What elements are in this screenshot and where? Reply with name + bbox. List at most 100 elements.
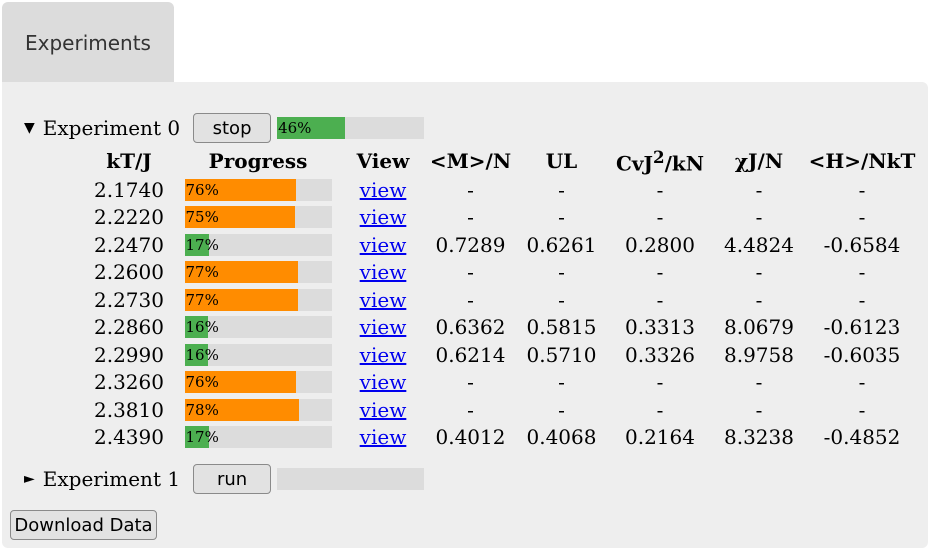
chi-cell: -: [755, 205, 763, 230]
ul-cell: -: [558, 260, 565, 285]
experiment-1-progress: [277, 468, 425, 490]
kt-cell: 2.2470: [94, 232, 164, 257]
view-link[interactable]: view: [359, 205, 407, 230]
row-progress-label: 16%: [185, 345, 219, 364]
experiment-0-toggle[interactable]: ▼ Experiment 0: [24, 116, 180, 140]
row-progress-bar: 17%: [184, 426, 332, 449]
row-progress-bar: 77%: [184, 261, 332, 284]
row-progress-label: 76%: [185, 180, 219, 199]
experiment-1-label: Experiment 1: [42, 467, 181, 491]
chi-cell: 8.3238: [724, 425, 794, 450]
view-link[interactable]: view: [359, 315, 407, 340]
view-link[interactable]: view: [359, 425, 407, 450]
column-header-ul: UL: [545, 149, 578, 173]
progress-cell: 78%: [178, 396, 338, 424]
view-link[interactable]: view: [359, 260, 407, 285]
view-link[interactable]: view: [359, 287, 407, 312]
view-cell: view: [338, 259, 428, 287]
results-table: kT/J Progress View <M>/N UL CvJ2/kN χJ/N…: [80, 146, 916, 451]
table-row: 2.3260 76% view - - - - -: [80, 369, 916, 397]
h-cell: -0.6035: [823, 342, 901, 367]
experiment-1-toggle[interactable]: ► Experiment 1: [24, 467, 180, 491]
view-link[interactable]: view: [359, 177, 407, 202]
kt-cell: 2.2860: [94, 315, 164, 340]
view-cell: view: [338, 424, 428, 452]
progress-cell: 17%: [178, 231, 338, 259]
column-header-cv: CvJ2/kN: [610, 146, 710, 176]
column-header-kt: kT/J: [106, 149, 152, 173]
m-cell: 0.7289: [435, 232, 506, 257]
row-progress-fill: [184, 316, 209, 339]
view-cell: view: [338, 396, 428, 424]
stop-button[interactable]: stop: [193, 113, 272, 143]
kt-cell: 2.2990: [94, 342, 164, 367]
row-progress-fill: [184, 178, 297, 201]
chi-cell: -: [755, 177, 763, 202]
table-header-row: kT/J Progress View <M>/N UL CvJ2/kN χJ/N…: [80, 146, 916, 176]
row-progress-label: 16%: [185, 318, 219, 337]
cv-cell: 0.3313: [625, 315, 695, 340]
row-progress-fill: [184, 398, 300, 421]
experiment-1-header: ► Experiment 1 run: [24, 464, 425, 494]
row-progress-fill: [184, 261, 298, 284]
run-button[interactable]: run: [193, 464, 272, 494]
chi-cell: -: [755, 370, 763, 395]
tab-experiments[interactable]: Experiments: [2, 2, 174, 84]
column-header-chi: χJ/N: [734, 149, 784, 173]
chi-cell: -: [755, 260, 763, 285]
triangle-down-icon: ▼: [24, 120, 35, 136]
progress-cell: 75%: [178, 204, 338, 232]
row-progress-bar: 77%: [184, 288, 332, 311]
row-progress-label: 77%: [185, 290, 219, 309]
progress-cell: 77%: [178, 259, 338, 287]
kt-cell: 2.2220: [94, 205, 164, 230]
row-progress-bar: 75%: [184, 206, 332, 229]
kt-cell: 2.3260: [94, 370, 164, 395]
h-cell: -0.6584: [823, 232, 901, 257]
h-cell: -: [858, 287, 866, 312]
table-row: 2.2470 17% view 0.7289 0.6261 0.2800 4.4824 -0.…: [80, 231, 916, 259]
ul-cell: -: [558, 287, 565, 312]
cv-cell: 0.2800: [625, 232, 695, 257]
experiment-0-progress-label: 46%: [278, 119, 312, 137]
ul-cell: -: [558, 370, 565, 395]
kt-cell: 2.1740: [94, 177, 164, 202]
m-cell: -: [467, 260, 474, 285]
download-data-button[interactable]: Download Data: [10, 510, 157, 540]
ul-cell: 0.5815: [526, 315, 597, 340]
row-progress-label: 77%: [185, 263, 219, 282]
progress-cell: 16%: [178, 341, 338, 369]
row-progress-fill: [184, 371, 297, 394]
progress-cell: 16%: [178, 314, 338, 342]
view-cell: view: [338, 314, 428, 342]
m-cell: -: [467, 177, 474, 202]
row-progress-fill: [184, 343, 209, 366]
tab-label: Experiments: [25, 31, 151, 55]
m-cell: -: [467, 205, 474, 230]
m-cell: 0.6362: [435, 315, 506, 340]
view-cell: view: [338, 231, 428, 259]
ul-cell: -: [558, 397, 565, 422]
progress-cell: 76%: [178, 176, 338, 204]
row-progress-fill: [184, 426, 210, 449]
ul-cell: 0.5710: [526, 342, 597, 367]
m-cell: 0.6214: [435, 342, 506, 367]
row-progress-bar: 76%: [184, 371, 332, 394]
ul-cell: 0.6261: [526, 232, 597, 257]
table-row: 2.2990 16% view 0.6214 0.5710 0.3326 8.9758 -0.…: [80, 341, 916, 369]
m-cell: -: [467, 370, 474, 395]
cv-cell: -: [656, 370, 664, 395]
kt-cell: 2.2730: [94, 287, 164, 312]
row-progress-label: 17%: [185, 235, 219, 254]
row-progress-label: 76%: [185, 373, 219, 392]
view-link[interactable]: view: [359, 232, 407, 257]
chi-cell: 4.4824: [724, 232, 794, 257]
cv-cell: -: [656, 205, 664, 230]
row-progress-fill: [184, 288, 298, 311]
view-link[interactable]: view: [359, 397, 407, 422]
view-link[interactable]: view: [359, 342, 407, 367]
view-link[interactable]: view: [359, 370, 407, 395]
table-row: 2.1740 76% view - - - - -: [80, 176, 916, 204]
m-cell: -: [467, 397, 474, 422]
cv-cell: -: [656, 260, 664, 285]
